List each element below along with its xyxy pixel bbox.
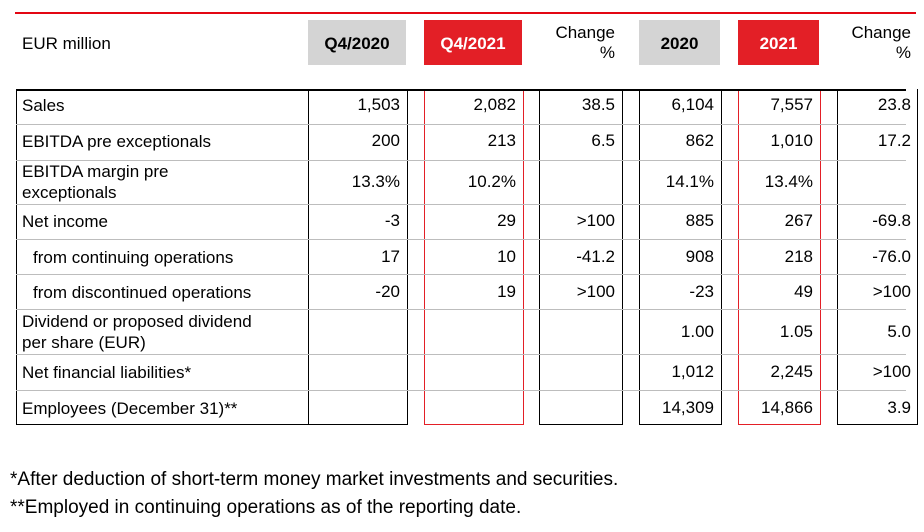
cell-change-y: >100 bbox=[872, 362, 911, 381]
row-label: EBITDA margin pre exceptionals bbox=[22, 162, 169, 202]
cell-q4-2020: 13.3% bbox=[351, 172, 400, 191]
cell-change-q: 38.5 bbox=[581, 95, 615, 114]
cell-2020: 908 bbox=[685, 247, 714, 266]
y2021-column bbox=[738, 20, 821, 425]
row-divider bbox=[16, 354, 906, 355]
cell-2020: 14.1% bbox=[665, 172, 714, 191]
cell-2021: 49 bbox=[794, 282, 813, 301]
cell-2020: 885 bbox=[685, 211, 714, 230]
footnote-1: *After deduction of short-term money mar… bbox=[10, 469, 619, 490]
cell-2021: 1,010 bbox=[770, 131, 813, 150]
header-rule bbox=[16, 89, 906, 91]
row-label: Dividend or proposed dividend per share (… bbox=[22, 312, 252, 352]
header-q4-2020: Q4/2020 bbox=[324, 34, 390, 53]
cell-change-y: 3.9 bbox=[887, 398, 911, 417]
header-q4-2021: Q4/2021 bbox=[440, 34, 506, 53]
cell-change-y: -69.8 bbox=[872, 211, 911, 230]
cell-q4-2021: 213 bbox=[487, 131, 516, 150]
q4-2020-column bbox=[308, 20, 408, 425]
cell-q4-2021: 19 bbox=[497, 282, 516, 301]
change-q-column bbox=[539, 20, 623, 425]
header-2020: 2020 bbox=[660, 34, 699, 53]
cell-q4-2020: 200 bbox=[371, 131, 400, 150]
cell-q4-2021: 2,082 bbox=[473, 95, 516, 114]
y2020-column bbox=[639, 20, 722, 425]
cell-2021: 267 bbox=[784, 211, 813, 230]
cell-2020: 862 bbox=[685, 131, 714, 150]
top-accent-line bbox=[15, 12, 916, 14]
row-divider bbox=[16, 274, 906, 275]
change-y-column bbox=[837, 20, 918, 425]
cell-q4-2020: -3 bbox=[384, 211, 400, 230]
row-divider bbox=[16, 160, 906, 161]
cell-2021: 13.4% bbox=[764, 172, 813, 191]
cell-change-q: >100 bbox=[576, 211, 615, 230]
cell-q4-2021: 10.2% bbox=[467, 172, 516, 191]
row-divider bbox=[16, 309, 906, 310]
cell-change-y: >100 bbox=[872, 282, 911, 301]
cell-q4-2021: 29 bbox=[497, 211, 516, 230]
cell-2020: 1,012 bbox=[671, 362, 714, 381]
cell-2020: 6,104 bbox=[671, 95, 714, 114]
header-change-q: Change% bbox=[555, 23, 615, 62]
cell-change-q: -41.2 bbox=[576, 247, 615, 266]
row-label: EBITDA pre exceptionals bbox=[22, 132, 211, 151]
label-column-frame bbox=[16, 20, 407, 425]
row-label: Net income bbox=[22, 212, 108, 231]
cell-2021: 14,866 bbox=[761, 398, 813, 417]
cell-change-y: -76.0 bbox=[872, 247, 911, 266]
row-label: Net financial liabilities* bbox=[22, 363, 192, 382]
cell-2020: 1.00 bbox=[680, 322, 714, 341]
header-change-y: Change% bbox=[851, 23, 911, 62]
cell-change-q: 6.5 bbox=[591, 131, 615, 150]
cell-change-y: 23.8 bbox=[877, 95, 911, 114]
header-2021: 2021 bbox=[759, 34, 798, 53]
cell-q4-2020: 17 bbox=[381, 247, 400, 266]
cell-2020: 14,309 bbox=[662, 398, 714, 417]
row-label: from discontinued operations bbox=[33, 283, 252, 302]
row-divider bbox=[16, 124, 906, 125]
cell-change-q: >100 bbox=[576, 282, 615, 301]
cell-2021: 7,557 bbox=[770, 95, 813, 114]
cell-2020: -23 bbox=[689, 282, 714, 301]
row-label: from continuing operations bbox=[33, 248, 234, 267]
unit-label: EUR million bbox=[22, 34, 111, 53]
row-label: Sales bbox=[22, 96, 65, 115]
cell-q4-2021: 10 bbox=[497, 247, 516, 266]
cell-q4-2020: 1,503 bbox=[357, 95, 400, 114]
footnote-2: **Employed in continuing operations as o… bbox=[10, 497, 522, 518]
row-divider bbox=[16, 204, 906, 205]
cell-q4-2020: -20 bbox=[375, 282, 400, 301]
cell-2021: 218 bbox=[784, 247, 813, 266]
q4-2021-column bbox=[424, 20, 524, 425]
cell-2021: 1.05 bbox=[779, 322, 813, 341]
row-divider bbox=[16, 239, 906, 240]
row-divider bbox=[16, 390, 906, 391]
row-label: Employees (December 31)** bbox=[22, 399, 238, 418]
cell-change-y: 17.2 bbox=[877, 131, 911, 150]
cell-2021: 2,245 bbox=[770, 362, 813, 381]
cell-change-y: 5.0 bbox=[887, 322, 911, 341]
